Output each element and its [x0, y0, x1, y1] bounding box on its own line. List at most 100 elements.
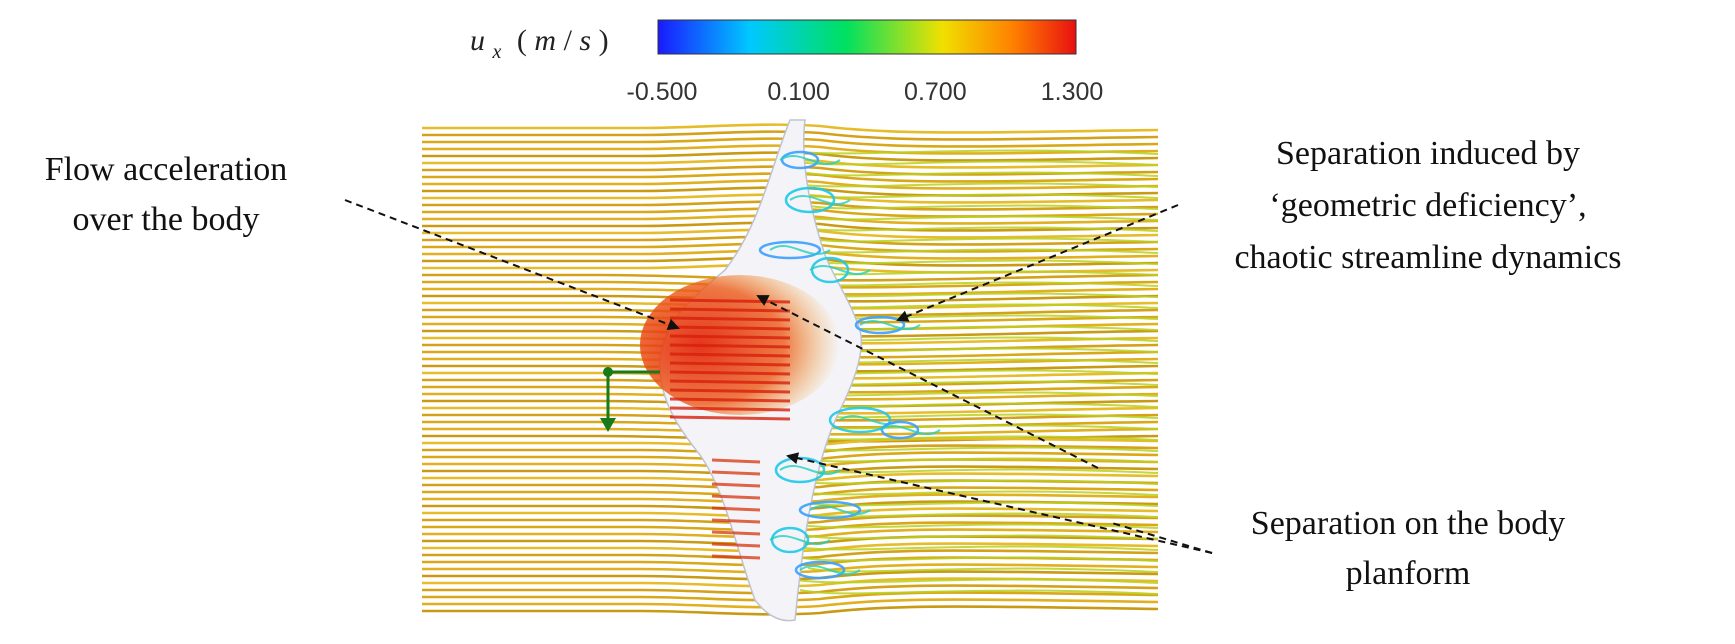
annotation-planform: Separation on the body planform: [1251, 505, 1565, 592]
streamline: [422, 451, 1159, 462]
acceleration-streak: [669, 397, 791, 403]
separation-vortices: [758, 150, 941, 580]
acceleration-streak: [669, 406, 791, 412]
streamline: [422, 179, 1159, 190]
vortex: [794, 560, 846, 580]
streamline: [422, 591, 1159, 602]
annotation-geometric: Separation induced by ‘geometric deficie…: [1234, 135, 1621, 276]
streamline: [422, 605, 1159, 616]
streamline: [422, 221, 1159, 232]
wake-streamline: [793, 523, 1159, 529]
vortex: [770, 526, 810, 554]
wake-streamline: [785, 545, 1159, 551]
streamline: [422, 472, 1159, 483]
annotation-acceleration: Flow acceleration over the body: [45, 151, 288, 238]
colorbar-label: u x ( m / s ): [470, 24, 609, 65]
acceleration-streak: [711, 506, 761, 512]
colorbar-tick-label: 0.100: [767, 78, 830, 106]
wake-streamline: [807, 567, 1159, 573]
annotation-planform-line-1: Separation on the body: [1251, 505, 1565, 542]
wake-streamline: [782, 182, 1159, 188]
wake-streamline: [801, 171, 1159, 177]
vortex-swirl: [809, 264, 871, 276]
annotation-planform-line-2: planform: [1346, 555, 1471, 592]
acceleration-streak: [669, 379, 791, 385]
annotation-arrows: [344, 199, 1213, 554]
streamline: [422, 563, 1159, 574]
vortex-swirl: [879, 424, 941, 436]
vortex: [780, 150, 820, 170]
arrow-geometric-deficiency: [896, 204, 1179, 322]
streamline: [422, 130, 1159, 141]
acceleration-streak: [711, 542, 761, 548]
acceleration-streak: [669, 388, 791, 394]
acceleration-streak: [711, 554, 761, 560]
streamline: [422, 486, 1159, 497]
vortex-swirl: [779, 154, 841, 166]
wake-streamline: [804, 534, 1159, 540]
colorbar-variable: u: [470, 24, 485, 57]
acceleration-streak: [669, 307, 791, 313]
acceleration-streak: [711, 458, 761, 464]
streamline: [422, 228, 1159, 239]
y-axis-arrow-icon: [600, 418, 616, 432]
streamline: [422, 507, 1159, 518]
arrow-planform-b: [1111, 522, 1213, 554]
streamline: [422, 137, 1159, 148]
vortex-swirl: [809, 504, 871, 516]
wake-streamline: [793, 193, 1159, 199]
streamline: [422, 535, 1159, 546]
acceleration-streak: [669, 361, 791, 367]
acceleration-streak: [669, 298, 791, 304]
colorbar-unit-open: (: [517, 24, 527, 57]
vortex: [880, 420, 920, 440]
vortex-swirl: [769, 244, 831, 256]
streamline: [422, 249, 1159, 260]
acceleration-streak: [669, 352, 791, 358]
wake-streamline: [807, 237, 1159, 243]
vortex: [758, 240, 822, 260]
colorbar-unit-s: s: [579, 24, 591, 57]
vortex: [784, 186, 836, 214]
colorbar-scale: [657, 19, 1077, 55]
acceleration-streak: [669, 325, 791, 331]
streamline: [422, 235, 1159, 246]
colorbar-unit-m: m: [534, 24, 556, 57]
wake-streamline: [788, 578, 1159, 584]
wake-streamline: [799, 589, 1159, 595]
arrow-acceleration-secondary: [756, 295, 1099, 469]
streamline: [422, 165, 1159, 176]
streamline: [422, 242, 1159, 253]
colorbar-tick-label: 1.300: [1041, 78, 1104, 106]
wake-streamline: [798, 468, 1159, 474]
colorbar-ticks: -0.500 0.100 0.700 1.300: [627, 78, 1104, 106]
flow-field: [422, 118, 1159, 622]
vortex-swirl: [859, 319, 921, 331]
streamline: [422, 549, 1159, 560]
vortex-swirl: [779, 464, 841, 476]
streamline: [422, 493, 1159, 504]
annotation-geometric-line-2: ‘geometric deficiency’,: [1269, 187, 1586, 224]
vortex: [854, 315, 906, 335]
coordinate-axes: [600, 367, 660, 432]
acceleration-streak: [711, 470, 761, 476]
colorbar-tick-label: -0.500: [627, 78, 698, 106]
streamline: [422, 514, 1159, 525]
annotation-geometric-line-1: Separation induced by: [1276, 135, 1580, 172]
annotation-acceleration-line-1: Flow acceleration: [45, 151, 288, 188]
acceleration-streak: [669, 370, 791, 376]
streamline: [422, 144, 1159, 155]
acceleration-streak: [669, 316, 791, 322]
streamlines: [422, 123, 1159, 616]
acceleration-streak: [711, 518, 761, 524]
acceleration-streaks: [669, 298, 791, 560]
acceleration-streak: [669, 334, 791, 340]
streamline: [422, 172, 1159, 183]
acceleration-streak: [711, 530, 761, 536]
colorbar-subscript: x: [492, 41, 502, 63]
streamline: [422, 151, 1159, 162]
arrow-planform-a: [786, 452, 1213, 554]
colorbar-unit-close: ): [599, 24, 609, 57]
wake-streamline: [796, 226, 1159, 232]
